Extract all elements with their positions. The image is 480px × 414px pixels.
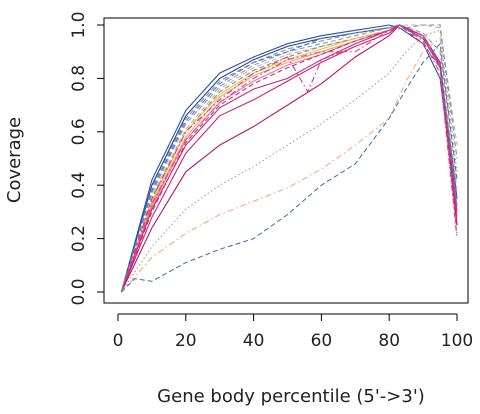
y-tick-label: 0.8 bbox=[69, 65, 89, 92]
y-tick-label: 0.2 bbox=[69, 225, 89, 252]
x-tick-label: 60 bbox=[311, 331, 333, 351]
y-axis-label: Coverage bbox=[4, 117, 25, 203]
series-line-6 bbox=[120, 24, 458, 293]
y-tick-label: 0.6 bbox=[69, 118, 89, 145]
plot-area bbox=[103, 17, 469, 304]
series-line-16 bbox=[120, 24, 458, 293]
series-line-19 bbox=[121, 42, 458, 293]
y-tick-label: 1.0 bbox=[69, 11, 89, 38]
series-line-4 bbox=[120, 24, 458, 293]
series-layer bbox=[120, 24, 458, 293]
series-line-14 bbox=[120, 24, 458, 293]
x-axis-label: Gene body percentile (5'->3') bbox=[157, 386, 425, 407]
series-line-15 bbox=[120, 24, 458, 293]
axes: 0 20 40 60 80 100 0.0 0.2 0.4 0.6 0.8 1.0 bbox=[69, 11, 473, 351]
x-tick-label: 80 bbox=[378, 331, 400, 351]
series-line-17 bbox=[120, 29, 458, 293]
x-tick-label: 100 bbox=[441, 331, 473, 351]
x-tick-label: 20 bbox=[175, 331, 197, 351]
x-tick-label: 40 bbox=[243, 331, 265, 351]
y-tick-label: 0.0 bbox=[69, 278, 89, 305]
x-tick-label: 0 bbox=[113, 331, 124, 351]
y-tick-label: 0.4 bbox=[69, 172, 89, 199]
series-line-9 bbox=[120, 24, 458, 293]
series-line-13 bbox=[120, 24, 458, 293]
